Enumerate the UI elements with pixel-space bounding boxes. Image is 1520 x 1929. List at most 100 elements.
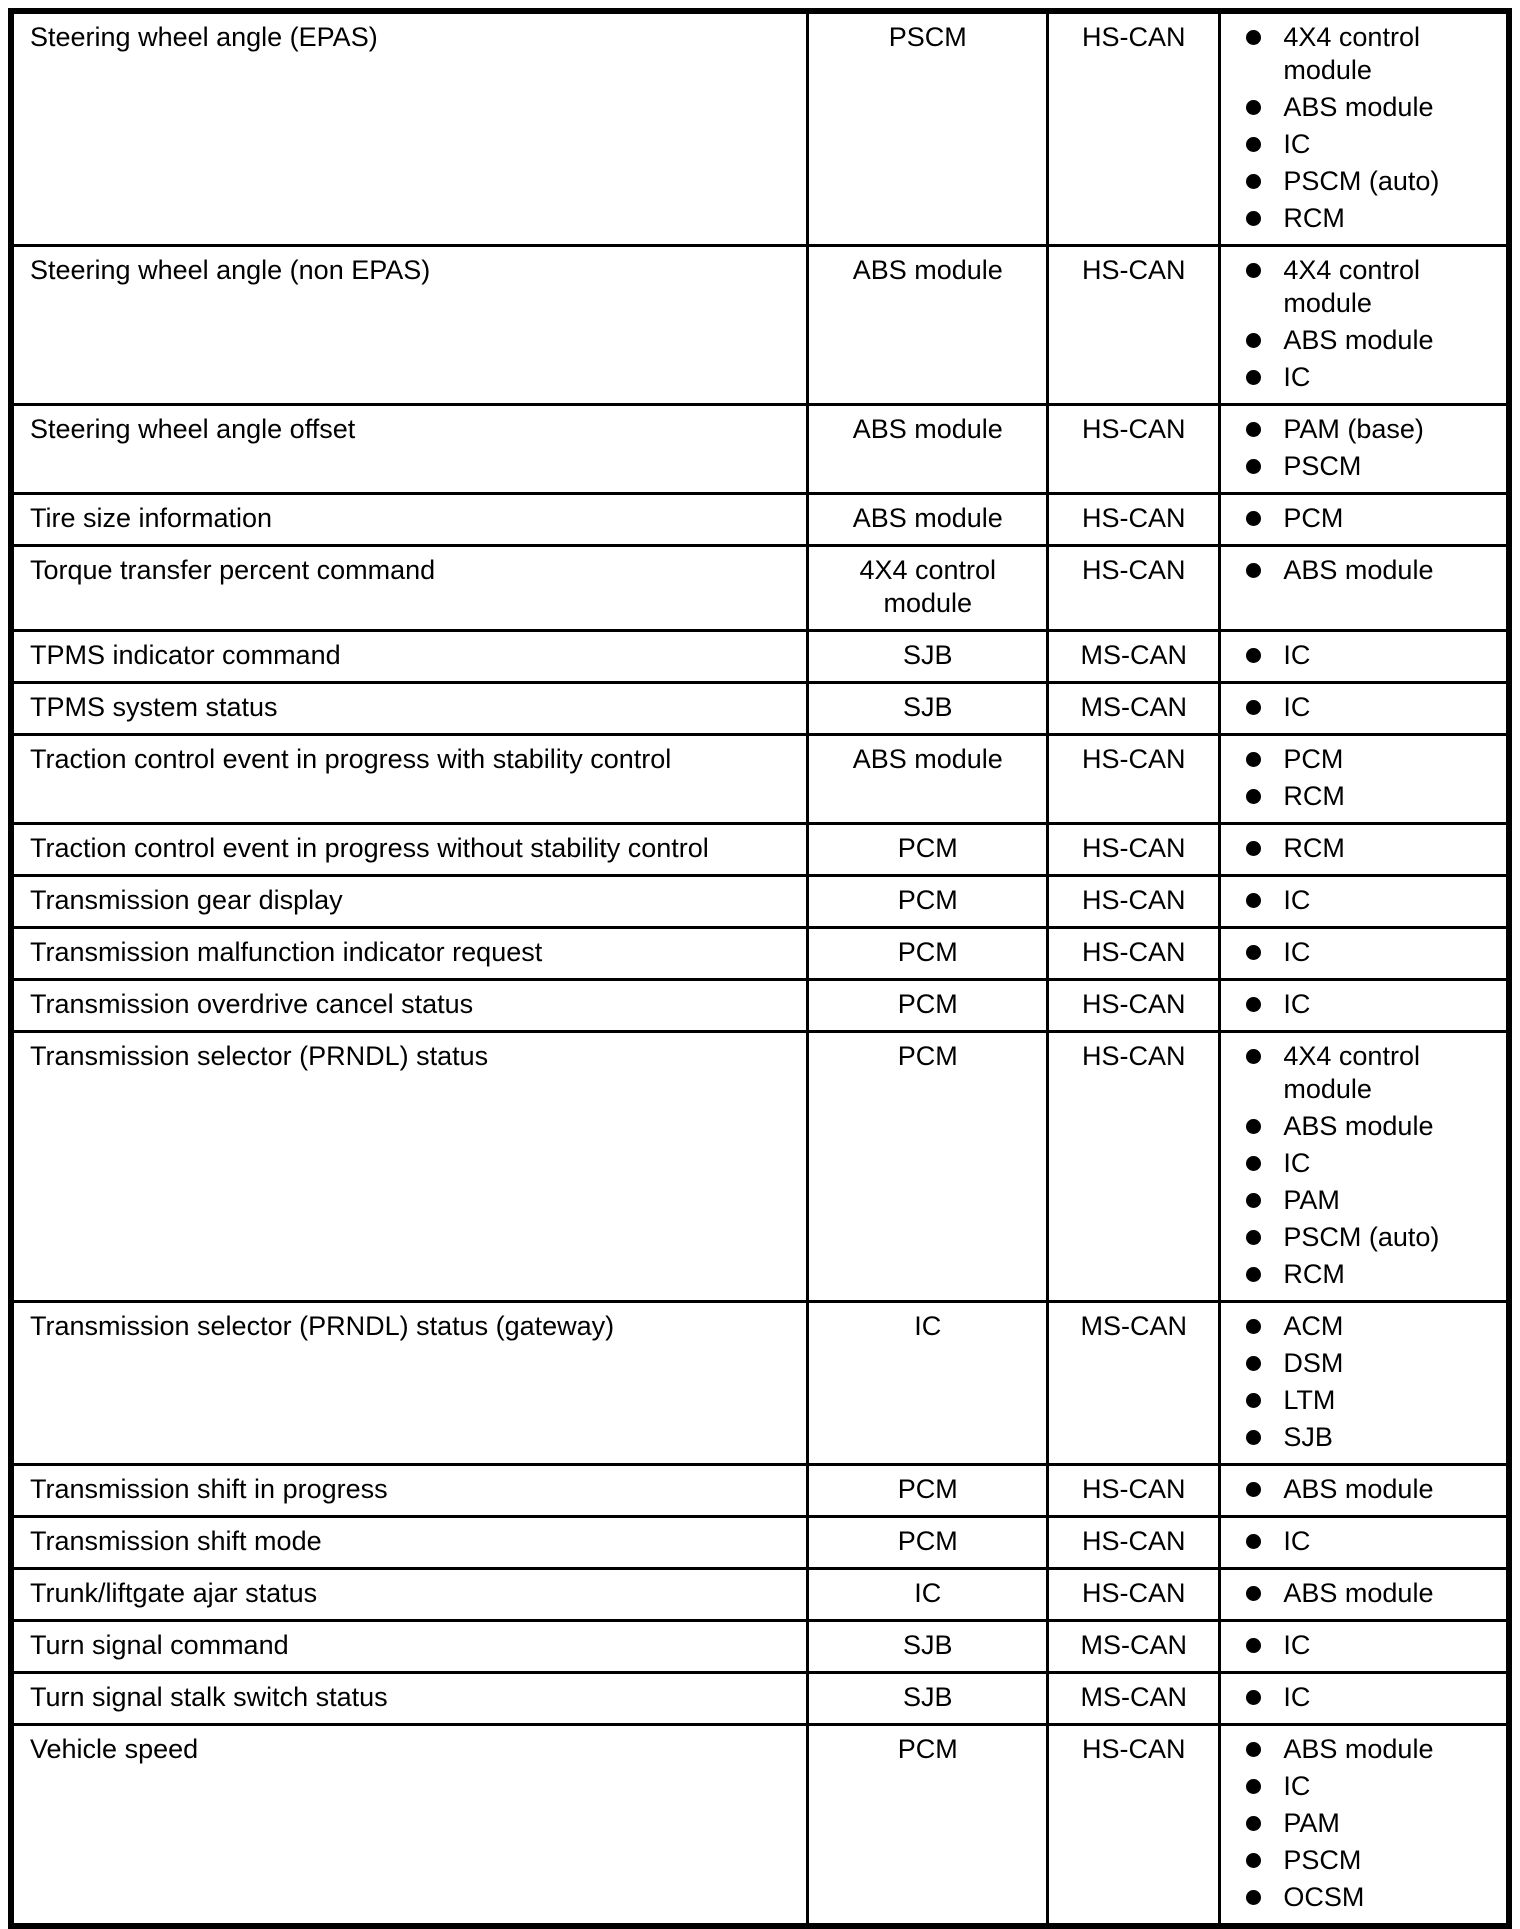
message-cell: Transmission selector (PRNDL) status (9, 1030, 810, 1303)
receiver-list: 4X4 control module ABS module IC PSCM (auto… (1239, 21, 1500, 235)
originating-module-cell: ABS module (806, 492, 1050, 547)
bullet-icon (1246, 752, 1262, 767)
originating-module-cell: PCM (806, 1515, 1050, 1570)
message-cell: Transmission selector (PRNDL) status (ga… (9, 1300, 810, 1466)
receiver-list: IC (1239, 691, 1500, 724)
bullet-icon (1246, 1430, 1262, 1445)
table-row: Traction control event in progress witho… (9, 822, 1511, 877)
receiver-list: IC (1239, 884, 1500, 917)
network-cell: MS-CAN (1046, 1671, 1222, 1726)
table-row: TPMS indicator command SJB MS-CAN IC (9, 629, 1511, 684)
message-cell: Transmission shift in progress (9, 1463, 810, 1518)
receiving-modules-cell: IC (1218, 1619, 1511, 1674)
table-row: Turn signal command SJB MS-CAN IC (9, 1619, 1511, 1674)
originating-module-cell: SJB (806, 681, 1050, 736)
bullet-icon (1246, 1853, 1262, 1868)
network-cell: MS-CAN (1046, 629, 1222, 684)
receiving-modules-cell: ABS module IC PAM PSCM OCSM (1218, 1723, 1511, 1928)
bullet-icon (1246, 1393, 1262, 1408)
bullet-icon (1246, 648, 1262, 663)
originating-module-cell: ABS module (806, 403, 1050, 495)
receiver-list: RCM (1239, 832, 1500, 865)
table-row: TPMS system status SJB MS-CAN IC (9, 681, 1511, 736)
receiver-list: ABS module IC PAM PSCM OCSM (1239, 1733, 1500, 1914)
table-row: Steering wheel angle (EPAS) PSCM HS-CAN 4X4… (9, 9, 1511, 247)
network-cell: HS-CAN (1046, 822, 1222, 877)
bullet-icon (1246, 1742, 1262, 1757)
receiver-list-item: IC (1239, 691, 1500, 724)
receiving-modules-cell: IC (1218, 629, 1511, 684)
message-cell: Turn signal stalk switch status (9, 1671, 810, 1726)
receiver-list-item: IC (1239, 1525, 1500, 1558)
bullet-icon (1246, 1230, 1262, 1245)
bullet-icon (1246, 563, 1262, 578)
bullet-icon (1246, 174, 1262, 189)
bullet-icon (1246, 100, 1262, 115)
bullet-icon (1246, 1319, 1262, 1334)
receiving-modules-cell: IC (1218, 978, 1511, 1033)
bullet-icon (1246, 1690, 1262, 1705)
receiver-list-item: PSCM (1239, 1844, 1500, 1877)
receiving-modules-cell: RCM (1218, 822, 1511, 877)
message-cell: Steering wheel angle (non EPAS) (9, 244, 810, 406)
receiving-modules-cell: IC (1218, 874, 1511, 929)
bullet-icon (1246, 1119, 1262, 1134)
table-row: Transmission shift in progress PCM HS-CAN A… (9, 1463, 1511, 1518)
originating-module-cell: SJB (806, 629, 1050, 684)
receiver-list: IC (1239, 1629, 1500, 1662)
receiver-list: 4X4 control module ABS module IC (1239, 254, 1500, 394)
bullet-icon (1246, 211, 1262, 226)
receiver-list-item: PAM (1239, 1807, 1500, 1840)
module-communication-table: Steering wheel angle (EPAS) PSCM HS-CAN 4X4… (8, 8, 1512, 1929)
receiver-list: PCM (1239, 502, 1500, 535)
message-cell: Turn signal command (9, 1619, 810, 1674)
bullet-icon (1246, 1890, 1262, 1905)
receiver-list-item: IC (1239, 884, 1500, 917)
bullet-icon (1246, 997, 1262, 1012)
receiver-list-item: DSM (1239, 1347, 1500, 1380)
bullet-icon (1246, 1816, 1262, 1831)
message-cell: Transmission overdrive cancel status (9, 978, 810, 1033)
receiver-list: IC (1239, 639, 1500, 672)
receiving-modules-cell: PCM (1218, 492, 1511, 547)
message-cell: Transmission malfunction indicator reque… (9, 926, 810, 981)
network-cell: HS-CAN (1046, 403, 1222, 495)
bullet-icon (1246, 370, 1262, 385)
bullet-icon (1246, 1356, 1262, 1371)
receiving-modules-cell: PCM RCM (1218, 733, 1511, 825)
network-cell: HS-CAN (1046, 1515, 1222, 1570)
message-cell: Vehicle speed (9, 1723, 810, 1928)
receiver-list-item: IC (1239, 936, 1500, 969)
receiver-list-item: ABS module (1239, 1110, 1500, 1143)
table-row: Vehicle speed PCM HS-CAN ABS module IC PAM PSC… (9, 1723, 1511, 1928)
bullet-icon (1246, 1482, 1262, 1497)
receiver-list: IC (1239, 936, 1500, 969)
receiver-list: IC (1239, 1525, 1500, 1558)
bullet-icon (1246, 893, 1262, 908)
receiving-modules-cell: PAM (base) PSCM (1218, 403, 1511, 495)
receiver-list-item: ACM (1239, 1310, 1500, 1343)
originating-module-cell: PCM (806, 1723, 1050, 1928)
table-row: Transmission shift mode PCM HS-CAN IC (9, 1515, 1511, 1570)
network-cell: HS-CAN (1046, 733, 1222, 825)
originating-module-cell: PCM (806, 978, 1050, 1033)
receiver-list-item: ABS module (1239, 1733, 1500, 1766)
table-body: Steering wheel angle (EPAS) PSCM HS-CAN 4X4… (9, 9, 1511, 1928)
receiver-list-item: ABS module (1239, 91, 1500, 124)
bullet-icon (1246, 1156, 1262, 1171)
receiving-modules-cell: IC (1218, 1671, 1511, 1726)
receiver-list-item: IC (1239, 1770, 1500, 1803)
originating-module-cell: ABS module (806, 244, 1050, 406)
receiver-list-item: RCM (1239, 202, 1500, 235)
message-cell: TPMS system status (9, 681, 810, 736)
receiving-modules-cell: IC (1218, 681, 1511, 736)
message-cell: Traction control event in progress witho… (9, 822, 810, 877)
table-row: Steering wheel angle offset ABS module HS-… (9, 403, 1511, 495)
receiver-list-item: PCM (1239, 502, 1500, 535)
receiver-list-item: IC (1239, 128, 1500, 161)
message-cell: Trunk/liftgate ajar status (9, 1567, 810, 1622)
receiving-modules-cell: IC (1218, 1515, 1511, 1570)
network-cell: HS-CAN (1046, 244, 1222, 406)
network-cell: MS-CAN (1046, 1619, 1222, 1674)
bullet-icon (1246, 1638, 1262, 1653)
